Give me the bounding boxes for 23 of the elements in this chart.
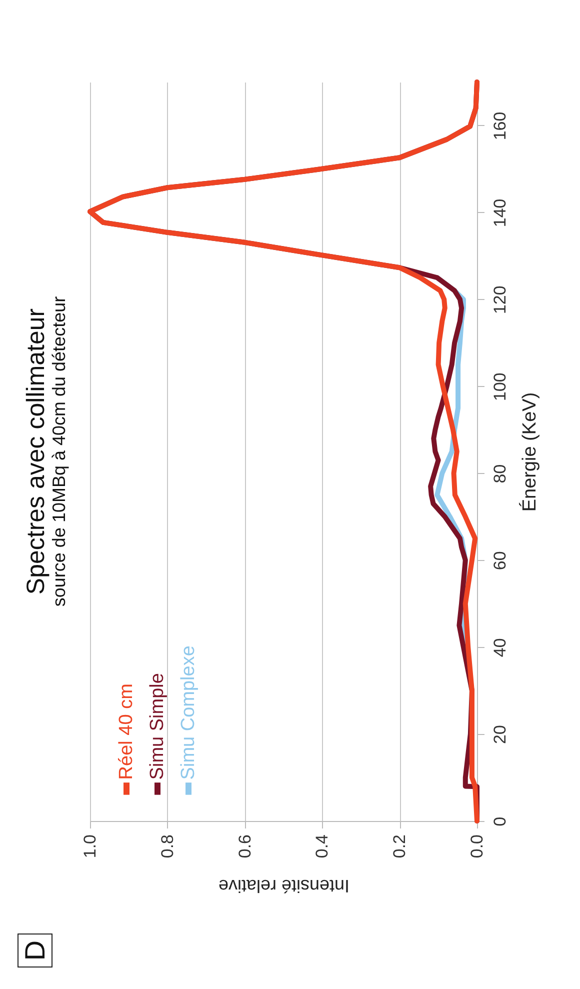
x-tick-label: 0.6: [235, 834, 254, 858]
x-axis-title: Intensité relative: [218, 876, 350, 896]
x-tick-label: 0.8: [158, 834, 177, 858]
text: Spectres avec collimateur: [22, 308, 50, 595]
text: source de 10MBq à 40cm du détecteur: [49, 296, 69, 607]
y-tick-label: 0: [490, 816, 510, 826]
text: D: [18, 934, 52, 968]
y-axis-title: Énergie (KeV): [518, 392, 540, 512]
y-tick-label: 120: [490, 286, 510, 314]
x-tick-label: 0.2: [390, 834, 410, 858]
y-tick-label: 60: [490, 551, 510, 570]
x-tick-label: 0.0: [468, 834, 486, 858]
y-tick-label: 20: [490, 725, 510, 744]
text: Réel 40 cm: [116, 684, 137, 780]
y-tick-label: 160: [490, 112, 510, 140]
y-tick-label: 80: [490, 464, 510, 484]
x-tick-label: 1.0: [80, 834, 100, 858]
y-tick-label: 140: [490, 198, 510, 228]
text: Simu Simple: [147, 673, 168, 780]
x-tick-label: 0.4: [312, 834, 332, 858]
text: Simu Complexe: [178, 646, 199, 780]
y-tick-label: 100: [490, 372, 510, 401]
y-tick-label: 40: [490, 638, 510, 658]
